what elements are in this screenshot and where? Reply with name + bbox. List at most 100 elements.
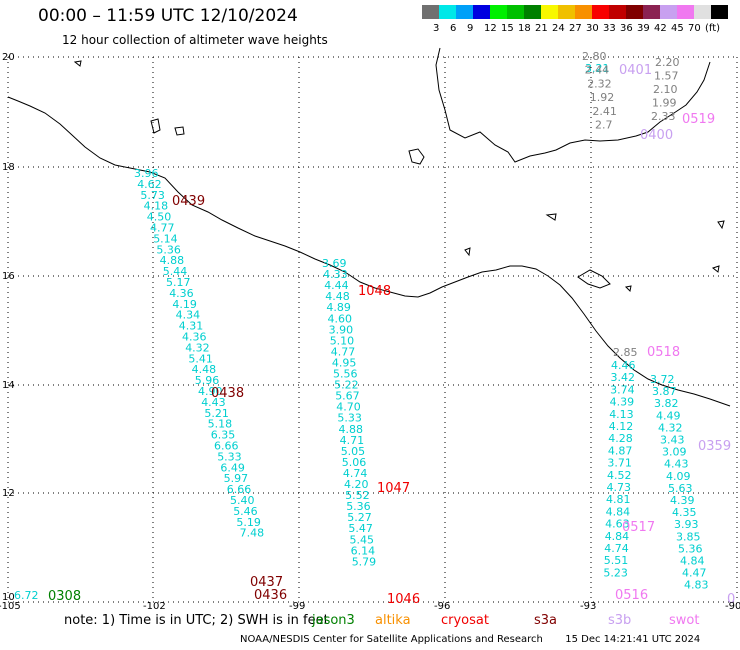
wave-height-value: 4.60: [328, 312, 353, 325]
wave-height-value: 5.10: [330, 334, 355, 347]
island-1: [408, 148, 425, 165]
wave-height-value: 2.10: [653, 83, 678, 96]
island-4: [174, 126, 185, 136]
wave-height-value: 5.36: [156, 243, 181, 256]
wave-height-value: 5.47: [348, 522, 373, 535]
color-swatch: [524, 5, 541, 19]
pass-time-label: 0516: [615, 588, 648, 603]
wave-height-value: 3.96: [134, 167, 159, 180]
lon-tick-label: -99: [289, 601, 306, 612]
satellite-legend-s3b: s3b: [608, 613, 632, 628]
wave-height-value: 5.17: [166, 276, 191, 289]
wave-height-value: 3.87: [652, 385, 677, 398]
wave-height-value: 5.14: [153, 232, 178, 245]
wave-height-value: 5.33: [337, 412, 362, 425]
wave-height-value: 5.51: [604, 554, 629, 567]
wave-height-value: 5.33: [217, 450, 242, 463]
island-8: [711, 265, 720, 273]
satellite-legend-s3a: s3a: [534, 613, 558, 628]
coastline: [7, 47, 731, 407]
footer-timestamp: 15 Dec 14:21:41 UTC 2024: [565, 634, 701, 645]
wave-height-value: 5.73: [140, 189, 165, 202]
color-swatch: [490, 5, 507, 19]
wave-height-value: 3.85: [676, 530, 701, 543]
wave-height-value: 5.06: [342, 456, 367, 469]
wave-height-value: 6.66: [227, 483, 252, 496]
wave-height-value: 4.46: [611, 359, 636, 372]
wave-height-value: 6.14: [351, 544, 376, 557]
wave-height-value: 5.36: [678, 542, 703, 555]
pass-time-label: 0400: [640, 128, 673, 143]
wave-height-value: 2.85: [613, 346, 638, 359]
wave-height-value: 3.21: [585, 62, 610, 75]
color-swatch: [473, 5, 490, 19]
wave-height-value: 5.19: [236, 516, 261, 529]
wave-height-value: 5.21: [204, 407, 229, 420]
color-swatch: [609, 5, 626, 19]
pass-time-label: 0436: [254, 588, 287, 603]
wave-height-value: 4.35: [672, 506, 697, 519]
wave-height-value: 4.84: [606, 505, 631, 518]
pass-time-label: 0517: [622, 520, 655, 535]
wave-height-value: 4.32: [658, 421, 683, 434]
wave-height-value: 4.87: [608, 444, 633, 457]
wave-height-value: 5.46: [233, 505, 258, 518]
wave-height-value: 5.23: [603, 566, 628, 579]
wave-height-value: 4.81: [606, 493, 631, 506]
color-scale-tick: 6: [450, 23, 457, 34]
wave-height-value: 5.18: [208, 418, 233, 431]
coastline-mainland: [7, 96, 731, 407]
color-swatch: [507, 5, 524, 19]
wave-height-value: 4.31: [179, 320, 204, 333]
wave-height-value: 3.43: [660, 434, 685, 447]
wave-height-value: 2.80: [582, 50, 607, 63]
wave-height-value: 3.71: [607, 457, 632, 470]
footer-credit: NOAA/NESDIS Center for Satellite Applica…: [240, 634, 543, 645]
wave-height-value: 2.44: [585, 64, 610, 77]
wave-height-value: 7.48: [240, 527, 265, 540]
satellite-legend-cryosat: cryosat: [441, 613, 489, 628]
wave-height-value: 4.83: [684, 579, 709, 592]
map-title: 00:00 – 11:59 UTC 12/10/2024: [38, 6, 298, 26]
lon-tick-label: -102: [143, 601, 166, 612]
wave-height-value: 3.90: [329, 323, 354, 336]
wave-height-value: 2.41: [592, 105, 617, 118]
pass-time-label: 0439: [172, 194, 205, 209]
wave-height-value: 4.63: [605, 518, 630, 531]
wave-height-value: 4.39: [670, 494, 695, 507]
wave-height-value: 5.27: [347, 511, 372, 524]
wave-height-value: 4.48: [192, 363, 217, 376]
wave-height-value: 4.33: [323, 268, 348, 281]
pass-time-label: 0518: [647, 345, 680, 360]
wave-height-value: 4.36: [182, 331, 207, 344]
island-7: [717, 220, 725, 230]
wave-height-value: 5.22: [334, 379, 359, 392]
color-swatch: [422, 5, 439, 19]
lon-tick-label: -93: [580, 601, 597, 612]
island-10: [624, 285, 632, 293]
wave-height-value: 5.05: [341, 445, 366, 458]
satellite-legend-altika: altika: [375, 613, 411, 628]
pass-time-label: 0: [727, 592, 735, 607]
wave-height-value: 5.96: [195, 374, 220, 387]
wave-height-value: 4.70: [336, 401, 361, 414]
wave-height-value: 1.57: [654, 70, 679, 83]
color-scale-tick: 18: [518, 23, 531, 34]
wave-height-value: 4.36: [169, 287, 194, 300]
wave-height-value: 1.99: [652, 97, 677, 110]
wave-height-value: 4.71: [340, 434, 365, 447]
island-2: [577, 269, 611, 289]
wave-height-value: 2.7: [595, 119, 613, 132]
wave-height-value: 4.88: [339, 423, 364, 436]
wave-height-value: 4.50: [147, 211, 172, 224]
wave-height-value: 6.35: [211, 429, 236, 442]
pass-time-label: 0438: [211, 386, 244, 401]
color-scale-tick: 70: [688, 23, 701, 34]
lat-lon-grid: [7, 56, 738, 603]
color-scale-tick: 9: [467, 23, 474, 34]
lat-tick-label: 16: [2, 271, 15, 282]
wave-height-value: 4.74: [604, 542, 629, 555]
color-swatch: [694, 5, 711, 19]
